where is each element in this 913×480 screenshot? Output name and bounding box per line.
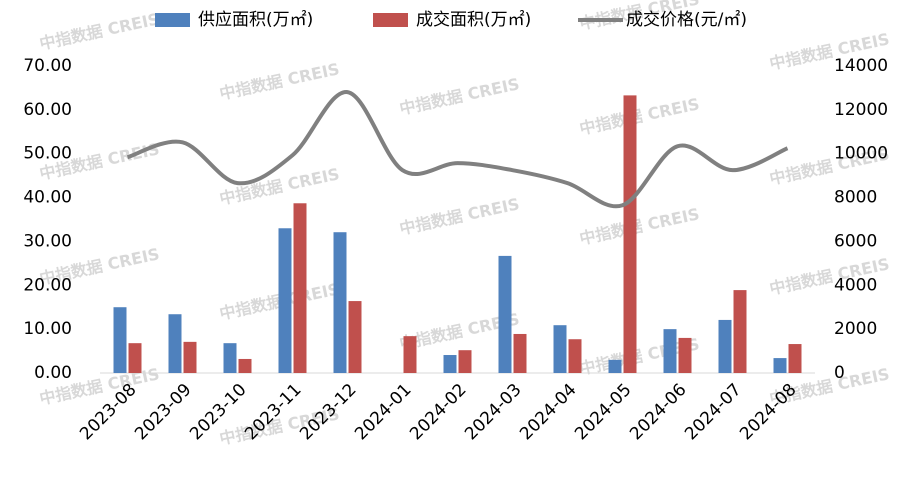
y2-tick-label: 4000 (834, 275, 877, 295)
bar (293, 203, 307, 373)
y-tick-label: 30.00 (23, 231, 72, 251)
y-tick-label: 40.00 (23, 188, 72, 208)
legend-label: 供应面积(万㎡) (198, 10, 313, 30)
x-tick-label: 2024-04 (516, 380, 580, 444)
y2-tick-label: 0 (834, 363, 845, 383)
x-tick-label: 2024-01 (351, 380, 415, 444)
x-tick-label: 2024-07 (681, 380, 745, 444)
y2-tick-label: 8000 (834, 188, 877, 208)
bar (168, 314, 182, 373)
bar (458, 350, 472, 373)
y-tick-label: 20.00 (23, 275, 72, 295)
bar (553, 325, 567, 373)
x-tick-label: 2024-03 (461, 380, 525, 444)
legend-label: 成交面积(万㎡) (416, 10, 531, 30)
bar (608, 359, 622, 373)
bar (773, 358, 787, 373)
y2-tick-label: 10000 (834, 144, 888, 164)
bar (223, 343, 237, 373)
bar (733, 290, 747, 373)
bar (718, 319, 732, 373)
legend-label: 成交价格(元/㎡) (626, 10, 747, 30)
y2-tick-label: 14000 (834, 56, 888, 76)
bar (663, 329, 677, 373)
bar (128, 343, 142, 373)
bar (568, 339, 582, 373)
bar (788, 344, 802, 373)
bar (623, 95, 637, 374)
bar (278, 228, 292, 373)
y-tick-label: 0.00 (34, 363, 72, 383)
x-tick-label: 2024-02 (406, 380, 470, 444)
watermark: 中指数据 CREIS (398, 194, 521, 238)
y2-tick-label: 2000 (834, 319, 877, 339)
watermark: 中指数据 CREIS (578, 204, 701, 248)
bar (333, 232, 347, 373)
y2-tick-label: 12000 (834, 100, 888, 120)
bar (443, 355, 457, 373)
legend-swatch (373, 13, 408, 27)
bar (513, 333, 527, 373)
bar (348, 301, 362, 373)
x-tick-label: 2024-05 (571, 380, 635, 444)
watermark: 中指数据 CREIS (218, 164, 341, 208)
bar (498, 255, 512, 373)
legend-swatch (155, 13, 190, 27)
bar (403, 336, 417, 373)
watermark: 中指数据 CREIS (398, 74, 521, 118)
y-tick-label: 60.00 (23, 100, 72, 120)
y-tick-label: 10.00 (23, 319, 72, 339)
x-tick-label: 2023-09 (131, 380, 195, 444)
bar (183, 341, 197, 373)
bar (238, 358, 252, 373)
y-tick-label: 50.00 (23, 144, 72, 164)
watermark: 中指数据 CREIS (38, 9, 161, 53)
price-line (126, 90, 789, 209)
watermark: 中指数据 CREIS (578, 94, 701, 138)
y2-tick-label: 6000 (834, 231, 877, 251)
watermark: 中指数据 CREIS (218, 59, 341, 103)
y-tick-label: 70.00 (23, 56, 72, 76)
x-tick-label: 2024-06 (626, 380, 690, 444)
bar (678, 337, 692, 373)
bar (113, 307, 127, 373)
